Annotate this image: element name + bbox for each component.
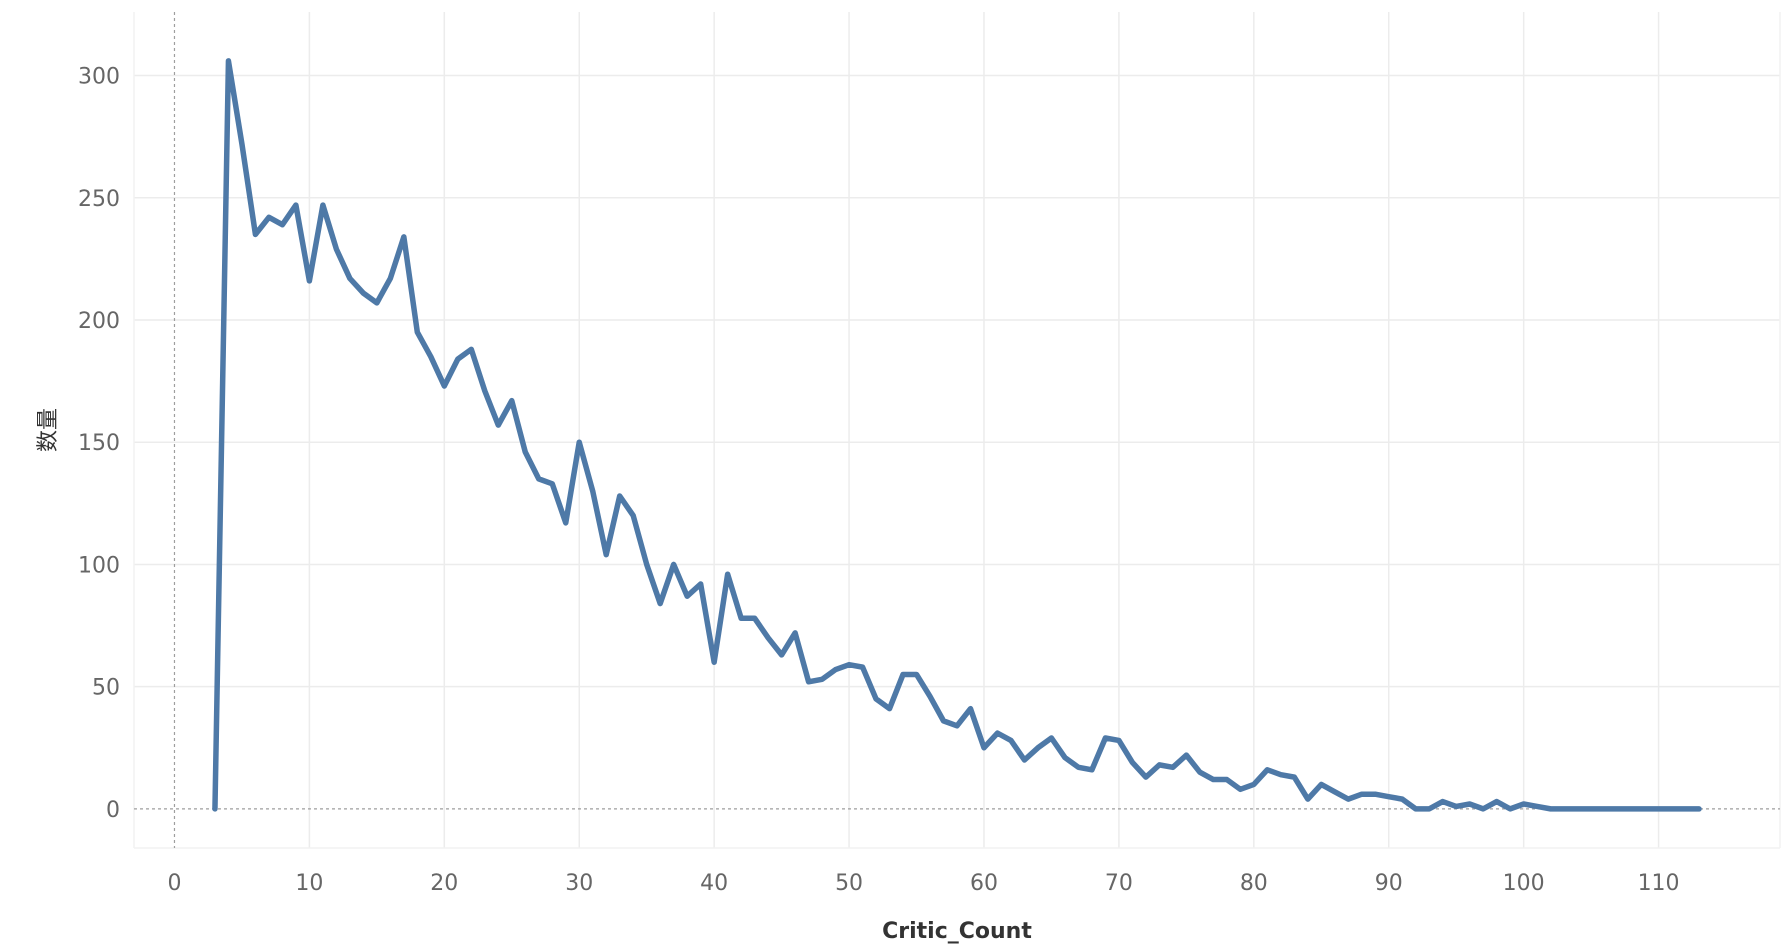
series-line [212, 58, 1702, 812]
x-axis-title: Critic_Count [882, 919, 1032, 944]
y-tick-label: 200 [78, 309, 120, 334]
y-tick-label: 0 [106, 798, 120, 823]
x-tick-label: 20 [430, 871, 458, 896]
x-tick-label: 0 [167, 871, 181, 896]
y-tick-label: 150 [78, 431, 120, 456]
x-tick-label: 110 [1638, 871, 1680, 896]
x-tick-label: 10 [295, 871, 323, 896]
x-tick-label: 80 [1240, 871, 1268, 896]
x-tick-label: 30 [565, 871, 593, 896]
x-tick-label: 40 [700, 871, 728, 896]
x-tick-label: 60 [970, 871, 998, 896]
y-tick-label: 50 [92, 676, 120, 701]
x-tick-label: 70 [1105, 871, 1133, 896]
y-tick-label: 100 [78, 553, 120, 578]
x-tick-label: 50 [835, 871, 863, 896]
series-lines [212, 58, 1702, 812]
x-tick-label: 90 [1375, 871, 1403, 896]
grid-lines [133, 12, 1781, 849]
x-tick-label: 100 [1503, 871, 1545, 896]
y-tick-label: 300 [78, 65, 120, 90]
y-axis-title: 数量 [36, 408, 61, 452]
x-tick-labels: 0 10 20 30 40 50 60 70 80 90 100 110 [167, 871, 1679, 896]
y-tick-label: 250 [78, 187, 120, 212]
reference-lines [134, 12, 1780, 848]
y-tick-labels: 0 50 100 150 200 250 300 [78, 65, 120, 823]
